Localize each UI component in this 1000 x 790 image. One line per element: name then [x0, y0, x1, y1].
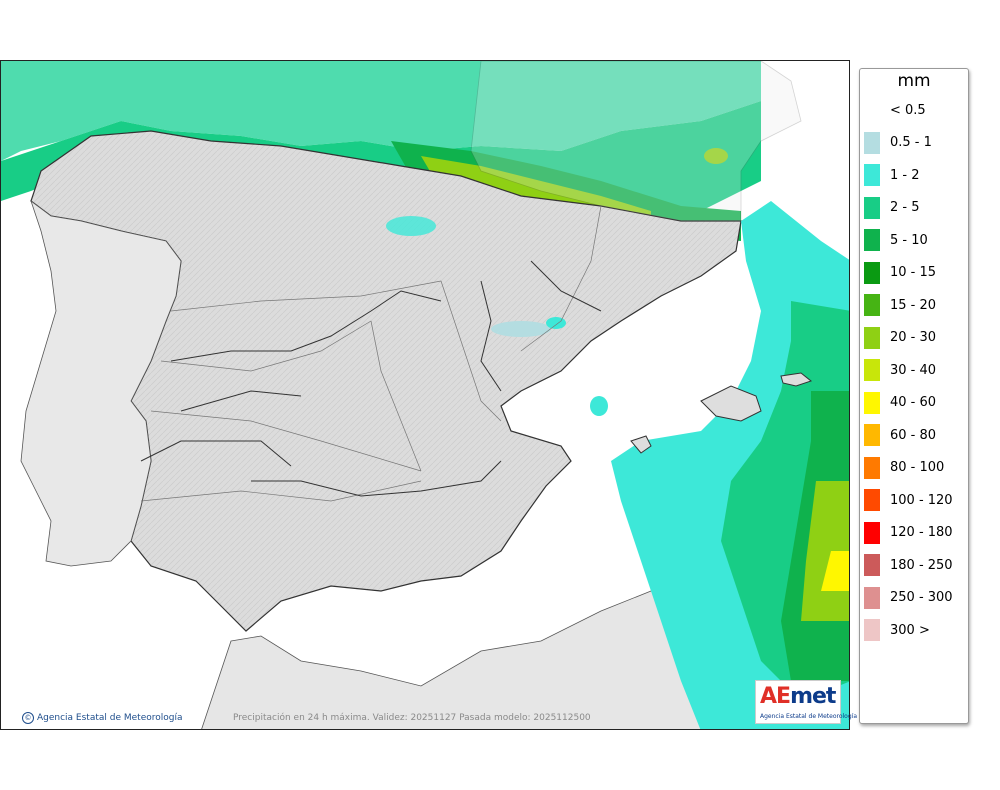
- map-canvas: [1, 61, 849, 729]
- logo-wordmark: AEmet: [760, 684, 836, 709]
- legend-label: 120 - 180: [890, 525, 953, 540]
- legend-swatch: [864, 164, 880, 186]
- legend-swatch: [864, 131, 880, 154]
- portugal: [20, 199, 182, 567]
- region-borders: [140, 205, 602, 502]
- legend-label: 80 - 100: [890, 460, 945, 475]
- legend-unit: mm: [897, 71, 931, 91]
- autonomy-borders: [140, 260, 602, 497]
- legend-label: 15 - 20: [890, 297, 937, 313]
- legend-label: 100 - 120: [890, 492, 953, 508]
- legend-swatch: [864, 619, 880, 641]
- rain-patch: [386, 216, 436, 236]
- legend-swatch: [864, 261, 880, 284]
- menorca: [780, 372, 813, 387]
- legend-row: 10 - 15: [864, 260, 936, 286]
- rain-cell: [704, 148, 728, 164]
- legend-row: 0.5 - 1: [864, 130, 932, 156]
- copyright-icon: ©: [22, 712, 34, 724]
- legend-row: 1 - 2: [864, 162, 920, 188]
- legend-swatch: [864, 489, 880, 511]
- legend-row: 100 - 120: [864, 487, 953, 513]
- legend-swatch: [864, 456, 880, 479]
- legend-swatch: [864, 294, 880, 316]
- legend-label: 250 - 300: [890, 590, 953, 605]
- north-sea-rain-area: [1, 61, 761, 161]
- legend-row: 15 - 20: [864, 292, 936, 318]
- rain-patch: [491, 321, 551, 337]
- aemet-logo: AEmet Agencia Estatal de Meteorología: [755, 680, 857, 724]
- legend-swatch: [864, 359, 880, 381]
- logo-subtitle: Agencia Estatal de Meteorología: [760, 713, 857, 720]
- legend-label: 180 - 250: [890, 557, 953, 573]
- legend-row: 20 - 30: [864, 325, 936, 351]
- legend-label: 0.5 - 1: [890, 135, 932, 150]
- legend-row: 300 >: [864, 617, 930, 643]
- legend-swatch: [864, 521, 880, 544]
- legend-label: 60 - 80: [890, 427, 937, 443]
- legend-label: 1 - 2: [890, 167, 920, 183]
- legend-label: 5 - 10: [890, 232, 928, 248]
- legend-swatch: [864, 554, 880, 576]
- legend-row: < 0.5: [864, 97, 926, 123]
- east-med-rain-yellow: [821, 551, 849, 591]
- legend-swatch: [864, 229, 880, 251]
- legend-row: 250 - 300: [864, 585, 953, 611]
- legend-swatch: [864, 424, 880, 446]
- legend-swatch: [864, 391, 880, 414]
- ibiza: [630, 435, 652, 454]
- mallorca: [700, 385, 762, 422]
- credit-text: Agencia Estatal de Meteorología: [37, 713, 183, 723]
- legend-label: 300 >: [890, 622, 930, 638]
- legend-row: 2 - 5: [864, 195, 920, 221]
- legend-swatch: [864, 326, 880, 349]
- legend-label: < 0.5: [890, 102, 926, 118]
- legend-swatch: [864, 99, 880, 121]
- rain-patch: [546, 317, 566, 329]
- legend-label: 10 - 15: [890, 265, 937, 280]
- legend-row: 120 - 180: [864, 520, 953, 546]
- precipitation-legend: mm < 0.5 0.5 - 1 1 - 2 2 - 5 5 - 10 10 - 15 15…: [859, 68, 969, 724]
- legend-swatch: [864, 586, 880, 609]
- legend-row: 5 - 10: [864, 227, 928, 253]
- legend-row: 30 - 40: [864, 357, 936, 383]
- legend-swatch: [864, 196, 880, 219]
- legend-label: 20 - 30: [890, 330, 937, 345]
- legend-row: 80 - 100: [864, 455, 944, 481]
- legend-row: 60 - 80: [864, 422, 936, 448]
- legend-row: 180 - 250: [864, 552, 953, 578]
- legend-label: 2 - 5: [890, 200, 920, 215]
- rain-patch: [590, 396, 608, 416]
- legend-row: 40 - 60: [864, 390, 936, 416]
- precipitation-map[interactable]: [0, 60, 850, 730]
- copyright-credit: © Agencia Estatal de Meteorología: [22, 712, 183, 724]
- legend-label: 40 - 60: [890, 395, 937, 410]
- map-caption: Precipitación en 24 h máxima. Validez: 2…: [233, 713, 591, 723]
- legend-label: 30 - 40: [890, 362, 937, 378]
